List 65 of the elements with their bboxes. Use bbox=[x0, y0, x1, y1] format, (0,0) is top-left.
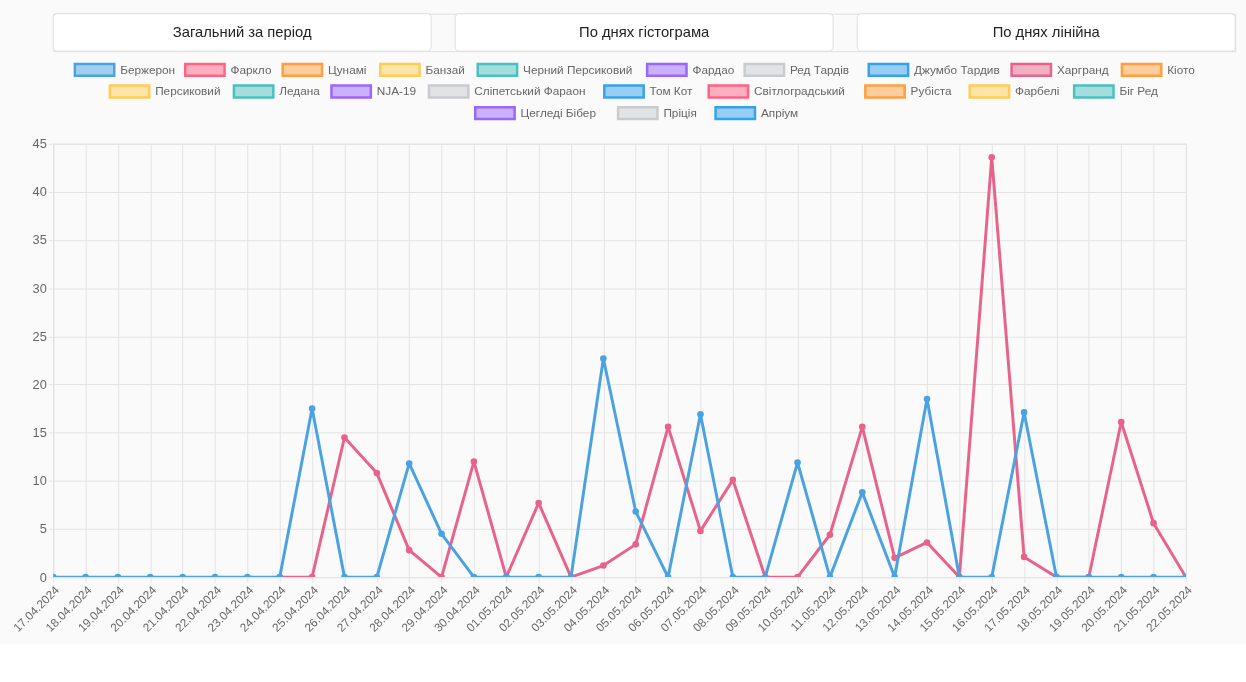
legend-label: Апріум bbox=[760, 106, 799, 121]
legend-label: Фаркло bbox=[230, 62, 272, 77]
point bbox=[438, 573, 445, 578]
y-tick-label: 5 bbox=[39, 521, 47, 537]
point bbox=[794, 459, 801, 466]
y-tick-label: 0 bbox=[39, 569, 47, 585]
y-tick-label: 35 bbox=[32, 232, 47, 248]
point bbox=[535, 499, 542, 507]
legend-label: Черний Персиковий bbox=[523, 62, 633, 77]
point bbox=[470, 458, 478, 465]
point bbox=[1117, 418, 1125, 426]
legend-label: Цегледі Бібер bbox=[520, 106, 597, 121]
point bbox=[373, 469, 381, 477]
legend-label: Пріція bbox=[663, 106, 697, 121]
legend-label: Харгранд bbox=[1056, 62, 1109, 77]
point bbox=[697, 527, 704, 535]
point bbox=[341, 573, 348, 578]
legend-label: Ред Тардів bbox=[789, 62, 850, 77]
point bbox=[664, 423, 672, 431]
point bbox=[341, 434, 348, 441]
point bbox=[1020, 409, 1028, 416]
point bbox=[923, 395, 931, 403]
y-tick-label: 45 bbox=[32, 136, 47, 152]
legend-label: Фардао bbox=[692, 62, 735, 77]
point bbox=[405, 546, 413, 554]
legend-label: Банзай bbox=[425, 62, 465, 77]
point bbox=[405, 460, 413, 467]
y-tick-label: 25 bbox=[32, 328, 47, 344]
legend-label: Світлоградський bbox=[754, 84, 845, 99]
point bbox=[632, 541, 640, 548]
legend-label: Персиковий bbox=[155, 84, 221, 99]
legend-label: Сліпетський Фараон bbox=[474, 84, 586, 99]
point bbox=[794, 573, 801, 578]
legend-label: Бержерон bbox=[120, 62, 176, 77]
legend-label: Біг Ред bbox=[1119, 84, 1159, 99]
point bbox=[858, 489, 866, 496]
y-tick-label: 15 bbox=[32, 425, 47, 441]
point bbox=[1020, 553, 1028, 561]
point bbox=[632, 508, 640, 515]
point bbox=[600, 562, 607, 569]
text: Загальний за період bbox=[172, 24, 312, 41]
point bbox=[858, 423, 866, 431]
point bbox=[923, 539, 931, 546]
text: По днях лінійна bbox=[992, 24, 1101, 41]
point bbox=[438, 530, 445, 538]
legend-label: Ледана bbox=[279, 84, 321, 99]
legend-label: Джумбо Тардив bbox=[914, 62, 1000, 77]
y-tick-label: 30 bbox=[32, 280, 47, 296]
legend-label: Рубіста bbox=[910, 84, 953, 99]
legend-label: Кіото bbox=[1167, 62, 1196, 77]
point bbox=[891, 573, 898, 578]
point bbox=[600, 355, 607, 362]
legend-label: Цунамі bbox=[328, 62, 367, 77]
legend-label: Фарбелі bbox=[1015, 84, 1060, 99]
point bbox=[1150, 519, 1157, 527]
y-tick-label: 40 bbox=[32, 184, 47, 200]
y-tick-label: 10 bbox=[32, 473, 47, 489]
point bbox=[308, 405, 316, 412]
y-tick-label: 20 bbox=[32, 376, 47, 392]
legend-label: NJA-19 bbox=[376, 84, 417, 99]
point bbox=[697, 411, 704, 418]
text: По днях гістограма bbox=[579, 24, 711, 41]
point bbox=[729, 476, 737, 484]
point bbox=[826, 531, 834, 539]
legend-label: Том Кот bbox=[649, 84, 693, 99]
